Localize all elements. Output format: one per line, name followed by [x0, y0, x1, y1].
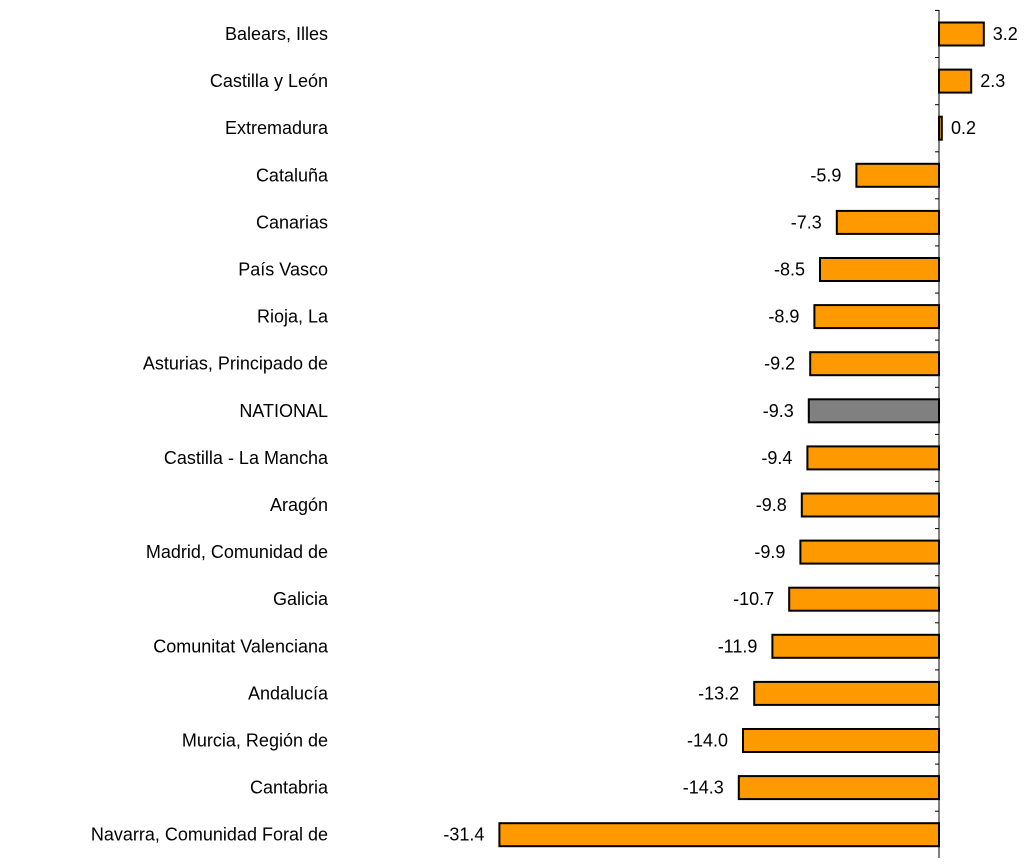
bar-canarias — [835, 209, 940, 235]
bar-navarra-comunidad-foral-de — [498, 822, 940, 848]
value-label-castilla-y-leon: 2.3 — [980, 71, 1005, 91]
value-label-aragon: -9.8 — [756, 495, 787, 515]
value-label-galicia: -10.7 — [733, 589, 774, 609]
bar-madrid-comunidad-de — [799, 539, 941, 565]
value-label-castilla-la-mancha: -9.4 — [761, 448, 792, 468]
bar-castilla-la-mancha — [806, 445, 941, 471]
value-label-asturias-principado-de: -9.2 — [764, 354, 795, 374]
category-label-madrid-comunidad-de: Madrid, Comunidad de — [146, 542, 328, 562]
category-label-cataluna: Cataluña — [256, 165, 329, 185]
category-label-comunitat-valenciana: Comunitat Valenciana — [153, 636, 329, 656]
bar-cantabria — [737, 775, 940, 801]
bar-rioja-la — [813, 304, 941, 330]
bar-castilla-y-leon — [938, 68, 973, 94]
axis-layer — [935, 9, 940, 858]
category-label-cantabria: Cantabria — [250, 778, 329, 798]
category-label-pais-vasco: País Vasco — [238, 260, 328, 280]
value-label-madrid-comunidad-de: -9.9 — [754, 542, 785, 562]
labels-layer: Balears, Illes 3.2 Castilla y León 2.3 Extre… — [91, 24, 1018, 845]
value-label-andalucia: -13.2 — [698, 683, 739, 703]
category-label-extremadura: Extremadura — [225, 118, 329, 138]
value-label-canarias: -7.3 — [791, 212, 822, 232]
value-label-rioja-la: -8.9 — [768, 307, 799, 327]
category-label-galicia: Galicia — [273, 589, 329, 609]
category-label-balears-illes: Balears, Illes — [225, 24, 328, 44]
bar-galicia — [788, 586, 941, 612]
value-label-cataluna: -5.9 — [810, 165, 841, 185]
bar-comunitat-valenciana — [771, 633, 941, 659]
bar-aragon — [800, 492, 940, 518]
bar-murcia-region-de — [742, 728, 940, 753]
category-label-murcia-region-de: Murcia, Región de — [182, 731, 328, 751]
category-label-rioja-la: Rioja, La — [257, 307, 329, 327]
value-label-murcia-region-de: -14.0 — [687, 731, 728, 751]
category-label-aragon: Aragón — [270, 495, 328, 515]
bars-layer — [498, 21, 985, 848]
category-label-castilla-y-leon: Castilla y León — [210, 71, 328, 91]
value-label-national: -9.3 — [763, 401, 794, 421]
bar-pais-vasco — [819, 257, 940, 282]
category-label-national: NATIONAL — [239, 401, 328, 421]
value-label-comunitat-valenciana: -11.9 — [718, 636, 758, 656]
bar-national — [807, 398, 940, 424]
bar-balears-illes — [938, 21, 985, 47]
bar-cataluna — [855, 162, 941, 188]
category-label-canarias: Canarias — [256, 212, 328, 232]
value-label-balears-illes: 3.2 — [993, 24, 1018, 44]
value-label-pais-vasco: -8.5 — [774, 260, 805, 280]
category-label-asturias-principado-de: Asturias, Principado de — [143, 354, 328, 374]
value-label-extremadura: 0.2 — [951, 118, 976, 138]
category-label-andalucia: Andalucía — [248, 683, 329, 703]
category-label-navarra-comunidad-foral-de: Navarra, Comunidad Foral de — [91, 825, 328, 845]
value-label-cantabria: -14.3 — [683, 778, 724, 798]
bar-andalucia — [753, 680, 941, 706]
category-label-castilla-la-mancha: Castilla - La Mancha — [164, 448, 329, 468]
bar-asturias-principado-de — [809, 351, 941, 377]
value-label-navarra-comunidad-foral-de: -31.4 — [443, 825, 484, 845]
